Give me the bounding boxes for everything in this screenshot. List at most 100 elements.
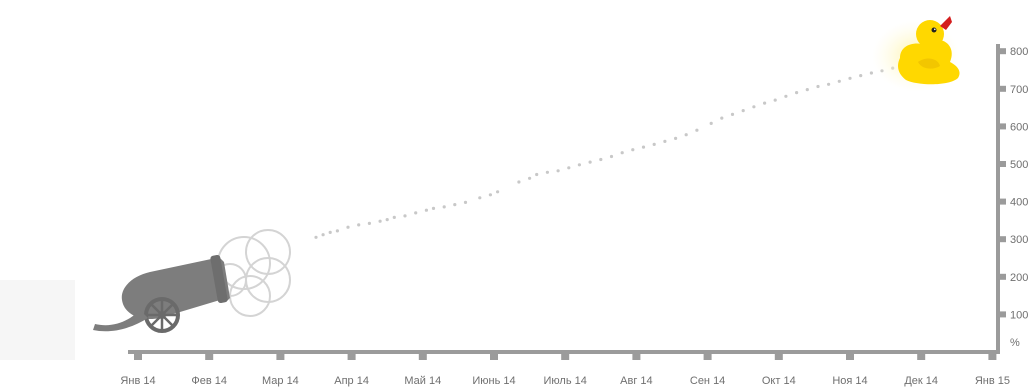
x-tick-label: Июнь 14 <box>472 375 515 387</box>
y-tick <box>998 161 1006 167</box>
data-point <box>763 101 767 105</box>
data-point <box>567 166 571 170</box>
data-point <box>378 219 382 223</box>
y-tick <box>998 48 1006 55</box>
data-point <box>795 91 799 95</box>
data-point <box>367 221 371 225</box>
data-point <box>773 98 777 102</box>
data-point <box>752 105 756 109</box>
data-point <box>695 128 699 132</box>
data-point <box>720 116 724 120</box>
data-point <box>328 230 332 234</box>
data-point <box>431 206 436 210</box>
data-point <box>335 229 339 233</box>
cannon-icon <box>93 254 230 333</box>
x-tick-label: Апр 14 <box>334 375 369 387</box>
data-point <box>805 88 809 92</box>
x-tick-label: Мар 14 <box>262 375 299 387</box>
data-point <box>827 82 831 86</box>
x-tick-label: Июль 14 <box>544 375 587 387</box>
x-tick-label: Май 14 <box>404 375 441 387</box>
data-point <box>357 223 361 227</box>
data-point <box>709 121 713 125</box>
x-tick-label: Янв 15 <box>975 375 1010 387</box>
y-tick <box>998 311 1006 318</box>
x-tick-label: Янв 14 <box>120 375 155 387</box>
y-tick <box>998 85 1006 92</box>
x-tick <box>276 352 285 360</box>
x-tick-label: Окт 14 <box>762 375 796 387</box>
data-point <box>442 205 446 209</box>
x-tick-label: Фев 14 <box>191 375 227 387</box>
data-point <box>517 180 521 184</box>
haze <box>0 280 75 360</box>
x-tick-label: Ноя 14 <box>832 375 867 387</box>
y-tick <box>998 123 1006 130</box>
x-tick <box>134 352 142 360</box>
data-point <box>528 176 532 180</box>
x-tick <box>988 352 997 360</box>
data-point <box>859 74 863 78</box>
y-tick <box>998 236 1006 243</box>
y-tick-label: 400 <box>1010 197 1028 209</box>
data-point <box>414 211 418 215</box>
data-point <box>663 139 667 143</box>
x-tick <box>703 352 712 360</box>
data-point <box>556 169 560 173</box>
data-point <box>588 160 592 164</box>
y-tick <box>998 273 1006 280</box>
data-point <box>730 112 735 116</box>
data-point <box>535 172 539 177</box>
y-tick-label: 700 <box>1010 84 1028 96</box>
x-tick-label: Авг 14 <box>620 375 652 387</box>
y-axis-unit-label: % <box>1010 337 1020 349</box>
data-point <box>488 193 492 197</box>
data-point <box>609 154 614 159</box>
data-point <box>620 151 624 155</box>
data-point <box>392 215 396 219</box>
data-point <box>321 233 325 237</box>
x-tick <box>846 352 854 360</box>
data-point <box>424 208 428 212</box>
x-tick <box>418 352 427 360</box>
y-tick-label: 800 <box>1010 46 1028 58</box>
y-tick <box>998 198 1006 205</box>
rubber-duck-icon <box>872 16 960 92</box>
data-point <box>385 218 389 222</box>
x-tick <box>490 352 498 360</box>
data-point <box>599 157 603 162</box>
data-point <box>684 133 688 137</box>
x-tick <box>561 352 570 360</box>
data-point <box>816 84 820 89</box>
data-point <box>478 196 482 200</box>
y-tick-label: 100 <box>1010 309 1028 321</box>
smoke-puff-icon <box>213 229 291 317</box>
data-point <box>314 235 318 239</box>
x-tick <box>347 352 356 360</box>
data-point <box>346 225 350 229</box>
y-axis: 100 200 300 400 500 600 700 800 % <box>996 44 1028 352</box>
data-points <box>314 57 923 239</box>
data-point <box>741 109 745 113</box>
x-tick <box>917 352 926 360</box>
data-point <box>652 142 656 146</box>
y-tick-label: 600 <box>1010 121 1028 133</box>
data-point <box>674 136 678 140</box>
y-tick-label: 500 <box>1010 159 1028 171</box>
data-point <box>837 79 841 83</box>
x-tick <box>205 352 214 360</box>
data-point <box>463 200 468 204</box>
x-tick <box>774 352 783 360</box>
data-point <box>641 145 646 149</box>
x-tick-label: Дек 14 <box>904 375 938 387</box>
y-tick-label: 200 <box>1010 272 1028 284</box>
x-axis: Янв 14 Фев 14 Мар 14 Апр 14 Май 14 Июнь 14 Июл… <box>120 350 1010 387</box>
x-tick <box>632 352 641 360</box>
data-point <box>403 214 407 218</box>
data-point <box>545 170 550 174</box>
data-point <box>784 94 788 98</box>
data-point <box>848 76 852 80</box>
data-point <box>869 71 874 75</box>
data-point <box>577 163 582 167</box>
